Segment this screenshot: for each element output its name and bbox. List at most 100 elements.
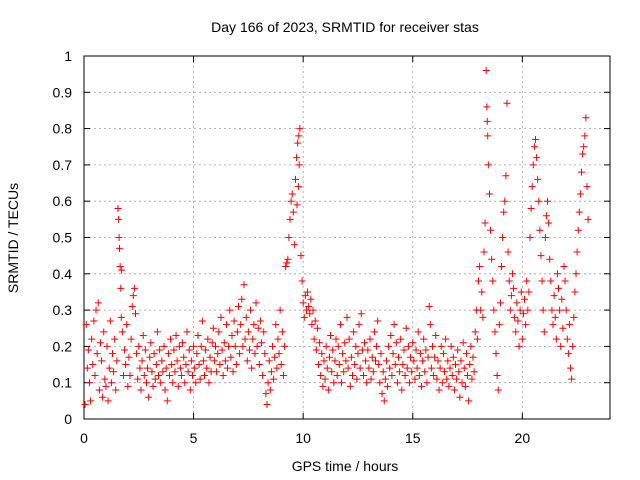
data-point — [569, 342, 577, 350]
data-point — [413, 364, 421, 372]
data-point — [204, 335, 212, 343]
data-point — [216, 361, 224, 369]
data-point — [215, 328, 223, 336]
data-point — [174, 382, 182, 390]
data-point — [84, 346, 92, 354]
data-point — [136, 364, 144, 372]
data-point — [105, 364, 113, 372]
data-point — [572, 270, 580, 278]
data-point — [180, 353, 188, 361]
data-point — [508, 270, 516, 278]
data-point — [267, 368, 275, 376]
data-point — [430, 371, 438, 379]
data-point — [363, 379, 371, 387]
data-point — [529, 161, 537, 169]
data-point — [287, 197, 295, 205]
data-point — [83, 364, 91, 372]
data-point — [102, 382, 110, 390]
data-point — [502, 172, 510, 180]
data-point — [364, 346, 372, 354]
data-point — [175, 342, 183, 350]
data-point — [123, 321, 131, 329]
data-point — [442, 335, 450, 343]
data-point — [557, 342, 565, 350]
data-point — [365, 364, 373, 372]
data-point — [367, 375, 375, 383]
data-point — [465, 397, 473, 405]
data-point — [334, 342, 342, 350]
data-point — [313, 324, 321, 332]
data-point — [133, 350, 141, 358]
data-point — [283, 259, 291, 267]
data-point — [475, 277, 482, 285]
y-tick-label: 0.8 — [53, 121, 73, 137]
data-point — [499, 234, 507, 241]
data-point — [450, 386, 458, 394]
x-tick-label: 5 — [190, 430, 198, 446]
data-point — [539, 306, 547, 314]
data-point — [490, 306, 498, 314]
data-point — [142, 379, 150, 387]
data-point — [428, 342, 436, 350]
data-point — [279, 371, 287, 379]
data-point — [348, 371, 356, 379]
data-point — [296, 125, 304, 133]
data-point — [277, 361, 285, 369]
data-point — [386, 364, 394, 372]
data-point — [355, 321, 363, 329]
data-point — [353, 375, 361, 383]
data-point — [87, 397, 95, 405]
data-point — [244, 328, 252, 336]
data-point — [242, 313, 250, 321]
data-point — [397, 335, 405, 343]
data-point — [356, 364, 364, 372]
data-point — [546, 255, 554, 263]
data-point — [161, 386, 169, 394]
data-point — [92, 306, 100, 314]
data-point — [408, 368, 416, 376]
data-point — [443, 375, 451, 383]
data-point — [104, 397, 112, 405]
data-point — [476, 263, 484, 271]
data-point — [150, 350, 158, 358]
data-point — [514, 317, 522, 325]
data-point — [302, 306, 310, 314]
data-point — [510, 284, 518, 292]
data-point — [190, 342, 198, 350]
data-point — [315, 361, 323, 369]
data-point — [507, 292, 515, 300]
data-point — [155, 371, 163, 379]
data-point — [479, 313, 487, 321]
data-point — [260, 328, 268, 336]
data-point — [576, 190, 584, 198]
data-point — [134, 375, 142, 383]
data-point — [132, 310, 140, 318]
data-point — [455, 368, 463, 376]
data-point — [547, 277, 555, 285]
data-point — [380, 397, 388, 405]
data-point — [534, 175, 542, 183]
data-point — [114, 204, 122, 212]
y-tick-labels: 0 0.1 0.2 0.3 0.4 0.5 0.6 0.7 0.8 0.9 1 — [53, 48, 73, 427]
data-point — [182, 361, 190, 369]
data-point — [307, 295, 315, 303]
data-point — [432, 332, 440, 340]
data-point — [561, 277, 569, 285]
data-point — [126, 371, 134, 379]
data-point — [392, 339, 400, 347]
data-point — [258, 339, 266, 347]
data-point — [165, 371, 173, 379]
data-point — [261, 350, 269, 358]
data-point — [214, 350, 222, 358]
data-point — [294, 183, 302, 191]
data-point — [82, 321, 90, 329]
data-point — [93, 350, 101, 358]
data-point — [237, 321, 245, 329]
data-point — [298, 277, 306, 285]
data-point — [519, 310, 527, 318]
data-point — [400, 346, 408, 354]
y-tick-label: 0.7 — [53, 157, 73, 173]
data-point — [118, 328, 126, 336]
data-point — [388, 371, 396, 379]
data-point — [530, 143, 538, 151]
